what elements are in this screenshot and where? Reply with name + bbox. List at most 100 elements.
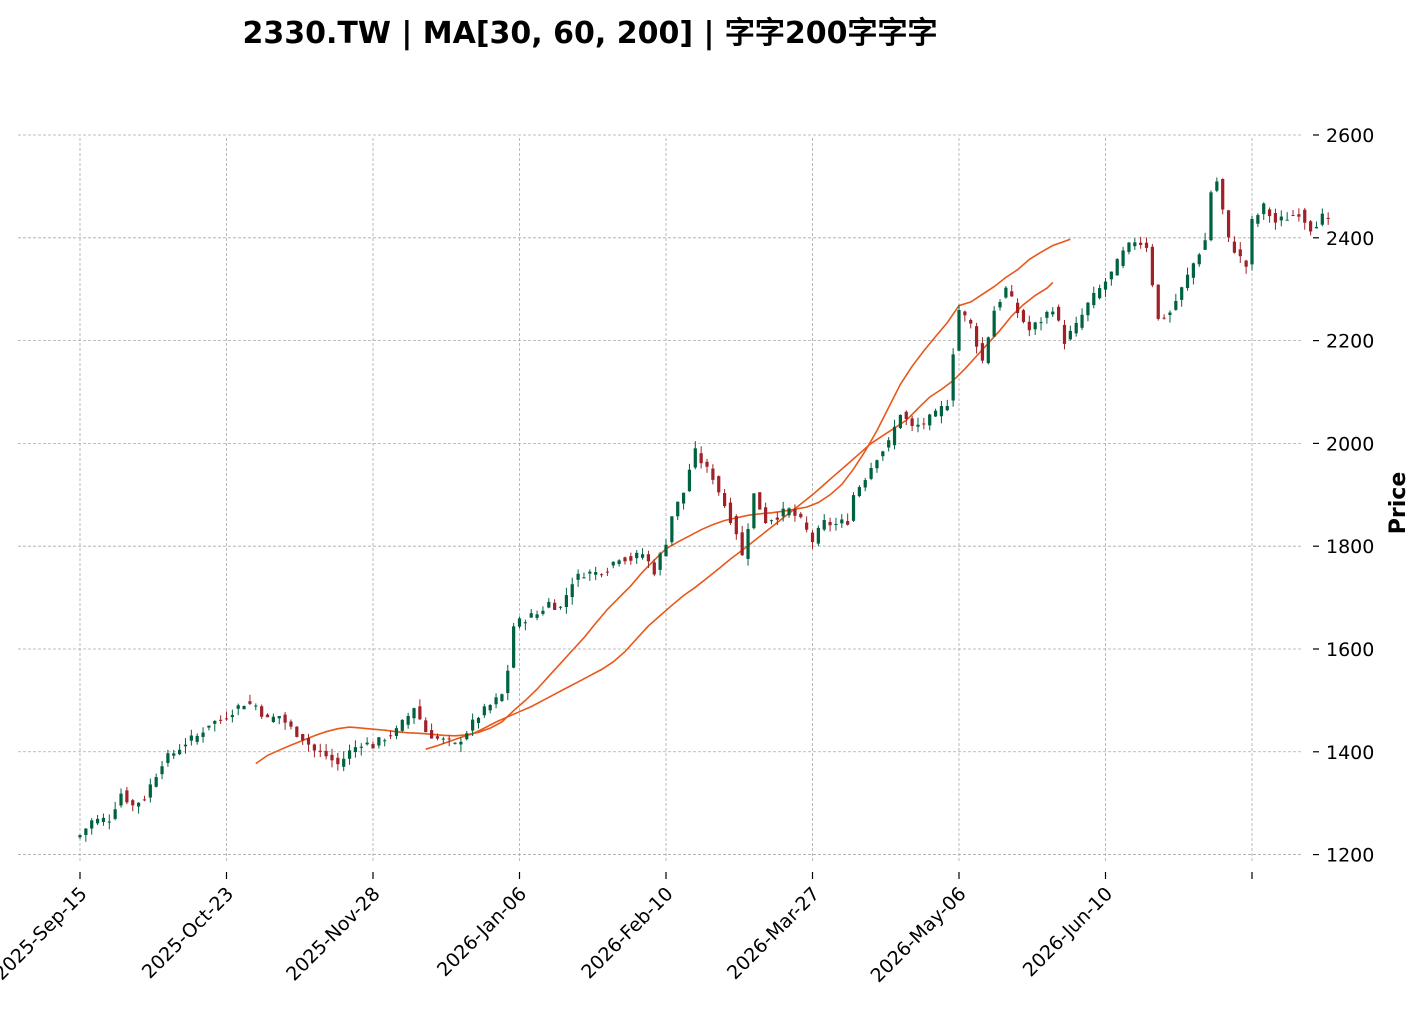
candle-body — [740, 532, 744, 556]
candle-body — [1010, 291, 1014, 297]
candle-body — [172, 753, 176, 756]
candle-body — [471, 719, 475, 731]
candle-body — [201, 732, 205, 737]
candle-body — [1045, 311, 1049, 318]
candle-body — [1162, 317, 1166, 319]
candle-body — [904, 411, 908, 419]
candle-body — [265, 714, 270, 718]
candle-body — [980, 343, 985, 361]
candle-body — [564, 595, 568, 607]
candle-body — [1115, 259, 1119, 276]
candle-body — [160, 766, 164, 775]
candle-body — [746, 529, 750, 559]
candle-body — [681, 492, 686, 504]
candle-body — [810, 532, 815, 543]
candle-body — [324, 750, 328, 757]
candle-body — [658, 553, 662, 570]
candle-body — [447, 738, 451, 740]
y-tick-label: 2000 — [1326, 433, 1374, 455]
candle-body — [1209, 192, 1213, 241]
candle-body — [406, 715, 410, 725]
candle-body — [295, 726, 299, 737]
candle-body — [113, 809, 117, 819]
candle-body — [1092, 292, 1096, 306]
candle-body — [242, 706, 246, 710]
candle-body — [922, 423, 926, 425]
candle-body — [617, 560, 621, 564]
candle-body — [84, 828, 88, 836]
candle-body — [717, 476, 721, 493]
candle-body — [605, 571, 610, 573]
candle-body — [646, 554, 651, 562]
candle-body — [517, 618, 522, 627]
candle-body — [881, 451, 885, 457]
candle-body — [705, 461, 709, 467]
candle-body — [1314, 226, 1319, 229]
candle-body — [1156, 284, 1160, 319]
candle-body — [336, 757, 340, 765]
candle-body — [236, 705, 240, 709]
candle-body — [588, 571, 592, 574]
candle-body — [488, 705, 492, 711]
candle-body — [1057, 306, 1061, 321]
candle-body — [248, 701, 252, 704]
candle-body — [787, 508, 791, 516]
candle-body — [1086, 302, 1090, 316]
candle-body — [1250, 218, 1254, 265]
candle-body — [875, 460, 879, 469]
x-tick-label: 2026-Feb-10 — [577, 883, 677, 983]
candle-body — [224, 718, 229, 720]
candle-body — [318, 750, 322, 752]
candle-body — [289, 721, 293, 727]
candle-body — [541, 610, 545, 614]
candle-body — [459, 741, 463, 745]
candle-body — [254, 705, 258, 707]
candle-body — [1168, 312, 1172, 316]
candle-body — [711, 468, 715, 480]
y-tick-label: 2600 — [1326, 125, 1374, 147]
candle-body — [512, 626, 516, 668]
candle-body — [535, 614, 539, 618]
candle-body — [992, 310, 996, 337]
candle-body — [752, 493, 756, 529]
moving-average-lines — [255, 238, 1071, 765]
candle-body — [834, 524, 838, 526]
candle-body — [1144, 242, 1149, 248]
candle-body — [998, 301, 1002, 308]
candle-body — [119, 793, 123, 806]
candle-body — [482, 706, 486, 716]
candle-body — [722, 493, 727, 507]
candle-body — [676, 501, 680, 517]
candle-body — [306, 738, 311, 745]
candle-body — [728, 502, 733, 524]
candle-body — [1256, 215, 1260, 224]
candle-body — [500, 694, 504, 701]
y-tick-label: 2400 — [1326, 228, 1374, 250]
candle-body — [635, 552, 639, 559]
ma-line-1 — [255, 238, 1071, 765]
candle-body — [1150, 246, 1154, 286]
candle-body — [1051, 311, 1055, 315]
candle-body — [594, 572, 598, 575]
y-axis: 1200 1400 1600 1800 2000 2200 2400 2600 — [1313, 125, 1374, 867]
candle-body — [1080, 314, 1084, 328]
candle-body — [1267, 209, 1272, 217]
candle-body — [148, 784, 152, 798]
candle-body — [558, 606, 563, 608]
candle-body — [429, 730, 434, 739]
x-axis: 2025-Sep-15 2025-Oct-23 2025-Nov-28 2026-Ja… — [0, 872, 1253, 987]
candle-body — [916, 424, 920, 427]
candle-body — [1303, 209, 1307, 223]
x-tick-label: 2026-Jun-10 — [1019, 883, 1117, 981]
candle-body — [1185, 274, 1190, 289]
candle-body — [1297, 214, 1301, 217]
candle-body — [412, 708, 416, 719]
candle-body — [840, 519, 844, 524]
candle-body — [183, 744, 188, 747]
candle-body — [869, 468, 873, 479]
candle-body — [371, 743, 375, 749]
candle-body — [1203, 240, 1207, 250]
x-tick-label: 2026-Mar-27 — [723, 883, 824, 984]
candle-body — [933, 410, 938, 417]
